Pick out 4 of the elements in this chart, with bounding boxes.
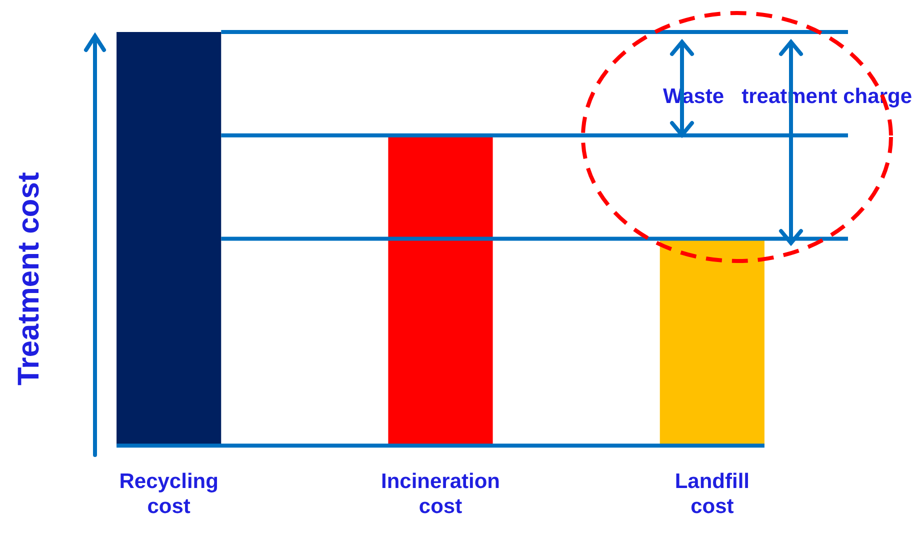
x-tick-label: Incineration cost: [380, 470, 500, 518]
y-axis-title: Treatment cost: [12, 172, 46, 386]
x-tick-label: Recycling cost: [119, 470, 218, 518]
x-tick-label: Landfill cost: [674, 470, 750, 518]
